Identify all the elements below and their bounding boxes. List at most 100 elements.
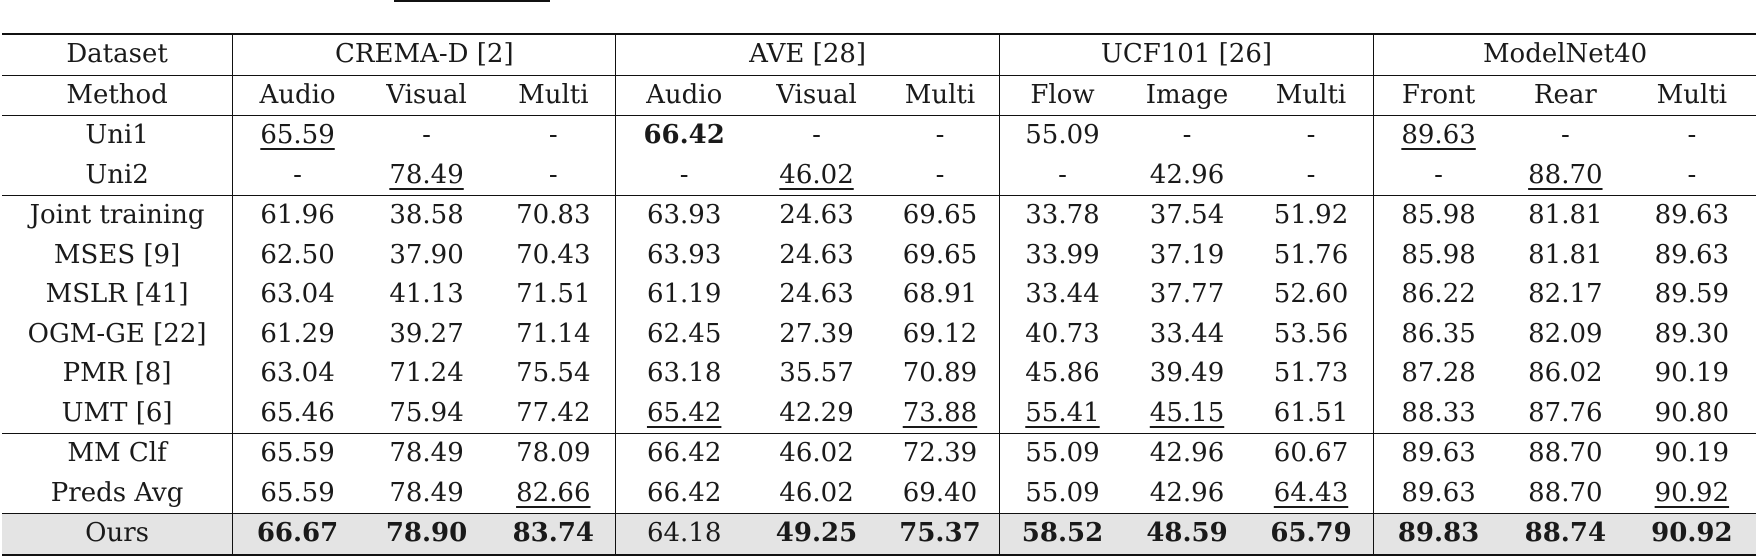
- value-text: 62.50: [260, 239, 335, 270]
- value-cell: 82.17: [1503, 275, 1628, 315]
- value-text: 90.80: [1654, 397, 1730, 428]
- partial-top-rule: [394, 0, 550, 5]
- value-cell: 90.19: [1628, 354, 1756, 394]
- value-text: 90.92: [1654, 477, 1730, 508]
- table-body: Dataset CREMA-D [2] AVE [28] UCF101 [26] Mod…: [2, 33, 1756, 556]
- column-header: Audio: [615, 74, 752, 116]
- method-name: UMT [6]: [61, 397, 173, 428]
- value-cell: 65.59: [232, 473, 362, 514]
- value-cell: 89.59: [1628, 275, 1756, 315]
- value-cell: 27.39: [752, 315, 881, 355]
- value-cell: 46.02: [751, 433, 882, 474]
- method-name: MSES [9]: [53, 239, 181, 270]
- value-cell: 85.98: [1373, 195, 1503, 236]
- value-cell: 70.83: [491, 195, 616, 236]
- value-cell: 65.46: [232, 393, 362, 434]
- value-text: -: [812, 120, 821, 150]
- value-cell: 81.81: [1503, 236, 1628, 276]
- table-row: OGM-GE [22] 61.29 39.27 71.14 62.45 27.39 69.1…: [2, 314, 1756, 355]
- value-cell: 42.96: [1125, 474, 1249, 514]
- method-name: PMR [8]: [62, 358, 172, 388]
- value-cell: 45.15: [1125, 394, 1249, 434]
- value-cell: 83.74: [491, 513, 616, 556]
- column-header: Visual: [361, 74, 492, 116]
- value-text: 46.02: [779, 438, 854, 468]
- value-text: 33.78: [1025, 200, 1100, 230]
- value-cell: 38.58: [361, 195, 492, 236]
- value-text: 78.09: [516, 438, 591, 468]
- column-header: Visual: [751, 74, 882, 116]
- value-text: 51.73: [1273, 358, 1349, 388]
- value-text: 71.51: [516, 279, 591, 309]
- table-row: UMT [6] 65.46 75.94 77.42 65.42 42.29 73.88 55.…: [2, 393, 1756, 434]
- value-cell: 89.30: [1628, 315, 1756, 355]
- value-text: -: [1182, 120, 1192, 150]
- value-text: 89.59: [1654, 279, 1730, 309]
- value-text: 65.59: [260, 438, 335, 468]
- value-cell: 39.27: [362, 315, 491, 355]
- value-cell: 82.09: [1503, 315, 1628, 355]
- value-cell: 33.44: [998, 275, 1126, 315]
- value-cell: 90.92: [1627, 513, 1756, 556]
- value-cell: 71.24: [362, 354, 491, 394]
- value-cell: 61.29: [232, 314, 362, 354]
- value-text: 82.09: [1528, 318, 1603, 349]
- value-cell: 78.49: [362, 474, 491, 514]
- value-text: 73.88: [902, 397, 978, 428]
- value-cell: 63.04: [232, 354, 362, 394]
- value-text: 68.91: [902, 279, 978, 309]
- value-cell: 65.59: [232, 115, 362, 156]
- value-cell: 86.35: [1373, 314, 1503, 354]
- value-cell: 62.45: [615, 314, 752, 354]
- value-text: -: [548, 120, 558, 150]
- value-cell: 42.29: [752, 394, 881, 434]
- value-text: 85.98: [1401, 200, 1476, 230]
- value-cell: 37.19: [1125, 236, 1249, 276]
- value-text: 78.90: [385, 518, 468, 548]
- value-text: 90.19: [1654, 358, 1730, 388]
- value-text: 61.96: [260, 200, 335, 230]
- value-cell: 45.86: [998, 354, 1126, 394]
- value-cell: -: [232, 155, 362, 196]
- value-text: 42.96: [1149, 477, 1225, 508]
- value-text: 61.51: [1273, 397, 1349, 428]
- value-text: -: [1434, 159, 1443, 190]
- table-row: MM Clf 65.59 78.49 78.09 66.42 46.02 72.39 55.0…: [2, 433, 1756, 474]
- value-text: 89.83: [1397, 518, 1480, 548]
- value-text: 41.13: [389, 279, 464, 309]
- value-cell: 78.90: [361, 513, 492, 556]
- dataset-header: CREMA-D [2]: [232, 33, 616, 75]
- value-cell: 33.99: [998, 235, 1126, 275]
- value-text: 55.09: [1025, 120, 1100, 150]
- value-cell: 55.09: [998, 115, 1126, 156]
- value-text: 66.42: [643, 120, 725, 150]
- value-cell: 51.76: [1249, 236, 1374, 276]
- value-cell: 63.93: [615, 195, 752, 236]
- value-cell: -: [491, 156, 616, 196]
- value-cell: -: [1627, 115, 1756, 156]
- value-cell: -: [1249, 156, 1374, 196]
- value-cell: 24.63: [751, 195, 882, 236]
- value-text: 53.56: [1273, 318, 1349, 349]
- value-cell: 72.39: [881, 433, 1000, 474]
- value-cell: 88.74: [1502, 513, 1628, 556]
- value-text: 62.45: [646, 318, 722, 349]
- value-text: 66.67: [256, 518, 339, 548]
- header-dataset-row: Dataset CREMA-D [2] AVE [28] UCF101 [26] Mod…: [2, 33, 1756, 75]
- value-text: 86.02: [1528, 358, 1603, 388]
- value-text: 61.19: [646, 279, 722, 309]
- value-cell: 73.88: [881, 394, 999, 434]
- header-method-row: Method Audio Visual Multi Audio Visual Multi Fl…: [2, 74, 1756, 116]
- value-text: 39.49: [1149, 358, 1225, 388]
- value-text: -: [1687, 120, 1697, 150]
- table-row: Ours 66.67 78.90 83.74 64.18 49.25 75.37 58.52 4…: [2, 513, 1756, 556]
- value-cell: -: [881, 156, 999, 196]
- method-name: OGM-GE [22]: [27, 318, 207, 349]
- value-cell: 70.89: [881, 354, 999, 394]
- method-name: MM Clf: [2, 433, 233, 474]
- value-text: 77.42: [516, 397, 591, 428]
- dataset-header: AVE [28]: [615, 33, 1000, 75]
- table-row: PMR [8] 63.04 71.24 75.54 63.18 35.57 70.89 45.…: [2, 354, 1756, 394]
- value-cell: 68.91: [881, 275, 999, 315]
- value-text: 89.63: [1654, 239, 1730, 270]
